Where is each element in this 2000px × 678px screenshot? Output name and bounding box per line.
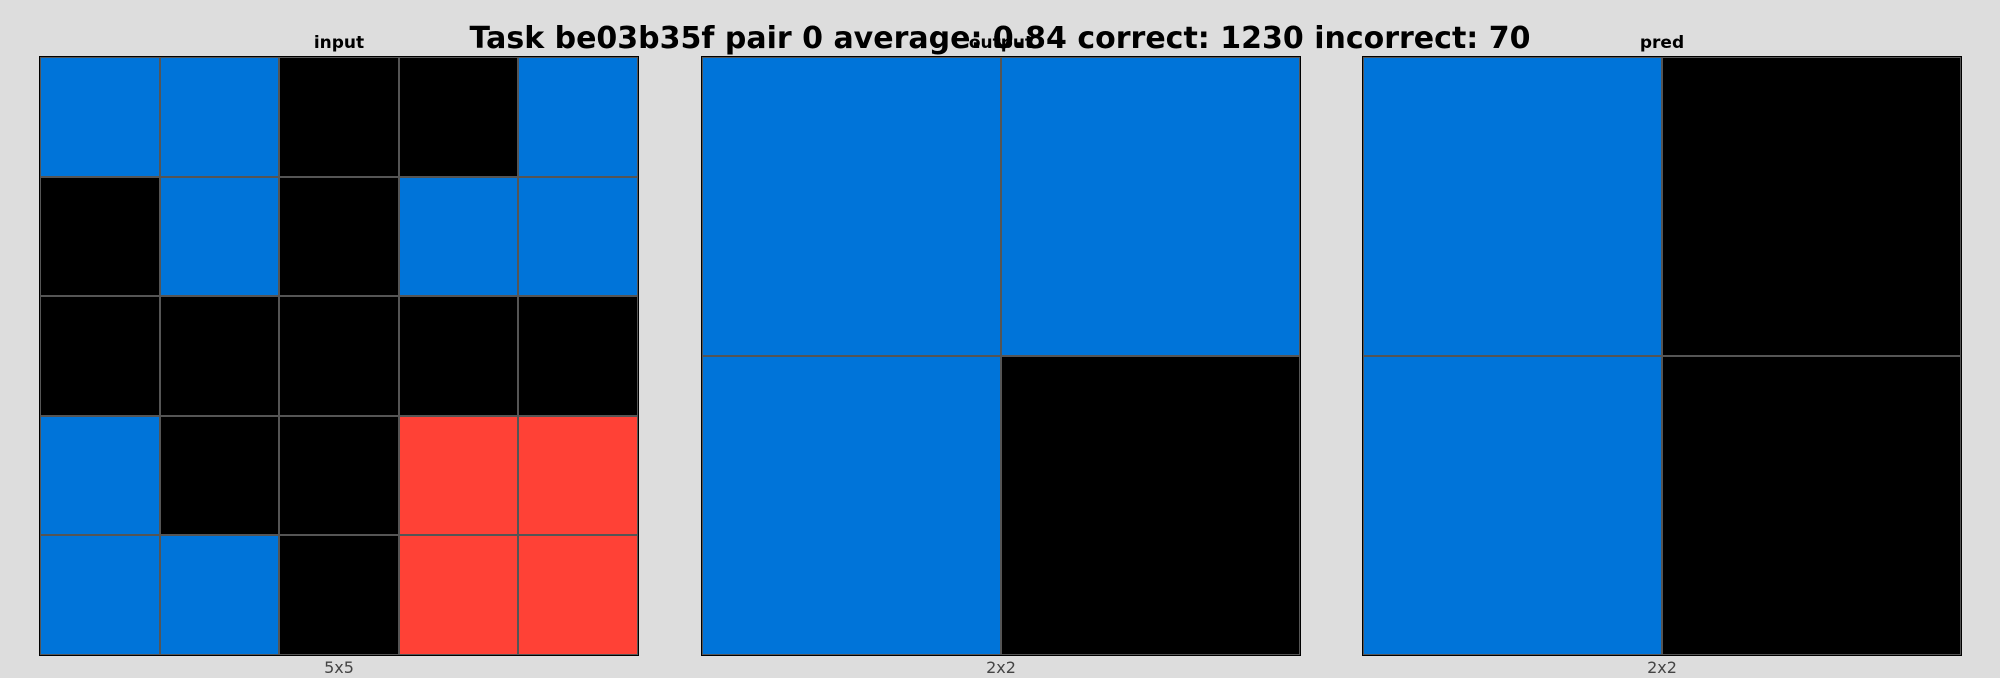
output-grid [701,56,1301,656]
grid-cell [398,176,519,297]
grid-cell [1001,57,1300,356]
grid-cell [1363,57,1662,356]
input-panel-title: input [313,33,365,53]
page-title: Task be03b35f pair 0 average: 0.84 corre… [469,21,1531,56]
input-grid [39,56,639,656]
grid-cell [40,415,160,536]
input-grid-size: 5x5 [324,658,354,677]
grid-cell [518,57,638,177]
pred-grid [1362,56,1962,656]
grid-cell [398,415,519,536]
grid-cell [40,296,160,416]
grid-cell [279,296,399,416]
grid-cell [40,176,160,297]
grid-cell [279,535,399,655]
grid-cell [279,57,399,177]
grid-cell [398,57,519,177]
grid-cell [702,57,1001,356]
grid-cell [159,535,280,655]
input-panel: input 5x5 [39,30,639,678]
pred-grid-size: 2x2 [1647,658,1677,677]
grid-cell [398,296,519,416]
grid-cell [159,296,280,416]
pred-panel-title: pred [1639,33,1685,53]
grid-cell [518,296,638,416]
grid-cell [518,415,638,536]
grid-cell [1363,356,1662,655]
grid-cell [1001,356,1300,655]
grid-cell [159,415,280,536]
grid-cell [159,57,280,177]
grid-cell [398,535,519,655]
output-panel: output 2x2 [701,30,1301,678]
grid-cell [40,57,160,177]
grid-cell [518,535,638,655]
pred-panel: pred 2x2 [1362,30,1962,678]
grid-cell [279,176,399,297]
output-grid-size: 2x2 [986,658,1016,677]
grid-cell [518,176,638,297]
grid-cell [1662,356,1961,655]
grid-cell [159,176,280,297]
grid-cell [40,535,160,655]
grid-cell [1662,57,1961,356]
grid-cell [702,356,1001,655]
output-panel-title: output [968,33,1034,53]
grid-cell [279,415,399,536]
